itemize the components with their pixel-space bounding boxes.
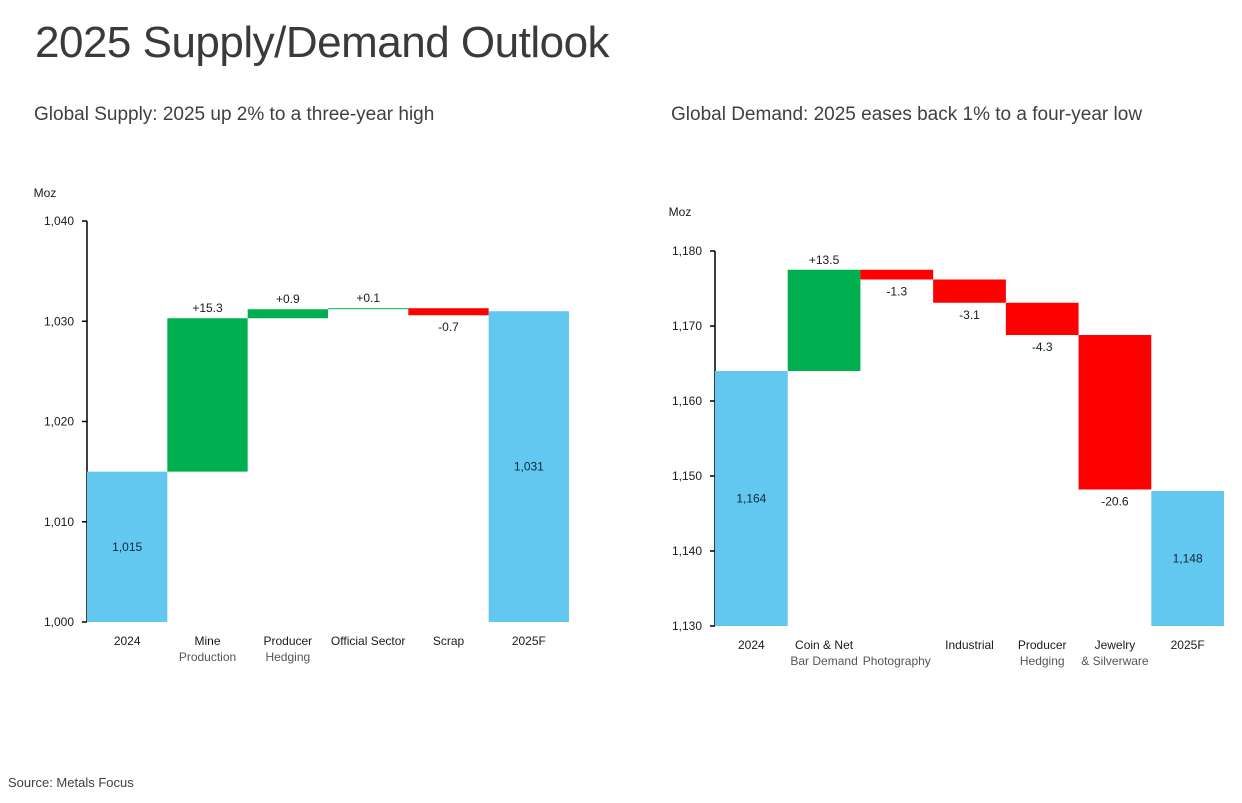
demand-data-label: 1,164 — [736, 492, 766, 506]
supply-category-label: Scrap — [433, 634, 465, 648]
demand-data-label: -1.3 — [886, 285, 907, 299]
supply-data-label: 1,015 — [112, 540, 142, 554]
demand-category-label: Industrial — [945, 638, 994, 652]
supply-y-tick-label: 1,020 — [44, 415, 74, 429]
supply-category-label: Production — [179, 650, 236, 664]
demand-bar-1 — [787, 269, 861, 371]
supply-bar-5 — [488, 311, 569, 622]
supply-data-label: +0.9 — [276, 292, 300, 306]
supply-bar-4 — [408, 308, 489, 316]
supply-bar-2 — [247, 309, 328, 319]
demand-category-label: Photography — [863, 654, 931, 668]
demand-category-label: Bar Demand — [790, 654, 857, 668]
demand-bar-5 — [1078, 335, 1152, 490]
demand-category-label: Hedging — [1020, 654, 1065, 668]
supply-category-label: Official Sector — [331, 634, 405, 648]
supply-data-label: -0.7 — [438, 320, 459, 334]
demand-category-label: 2025F — [1171, 638, 1205, 652]
supply-bar-3 — [328, 308, 409, 310]
demand-y-axis-unit: Moz — [669, 205, 692, 219]
demand-y-tick-label: 1,160 — [672, 394, 702, 408]
demand-data-label: -3.1 — [959, 308, 980, 322]
demand-category-label: Coin & Net — [795, 638, 854, 652]
demand-data-label: 1,148 — [1173, 552, 1203, 566]
demand-data-label: -20.6 — [1101, 495, 1129, 509]
demand-y-tick-label: 1,170 — [672, 319, 702, 333]
demand-y-tick-label: 1,130 — [672, 619, 702, 633]
supply-category-label: Producer — [263, 634, 312, 648]
supply-category-label: 2024 — [114, 634, 141, 648]
supply-category-label: Mine — [194, 634, 220, 648]
supply-chart-title: Global Supply: 2025 up 2% to a three-yea… — [34, 104, 435, 125]
demand-bar-4 — [1005, 302, 1079, 335]
demand-category-label: 2024 — [738, 638, 765, 652]
supply-y-tick-label: 1,040 — [44, 214, 74, 228]
supply-y-tick-label: 1,030 — [44, 314, 74, 328]
demand-category-label: & Silverware — [1081, 654, 1149, 668]
demand-y-tick-label: 1,150 — [672, 469, 702, 483]
demand-bar-3 — [933, 279, 1006, 303]
supply-bar-1 — [167, 318, 248, 472]
demand-data-label: -4.3 — [1032, 340, 1053, 354]
page-title: 2025 Supply/Demand Outlook — [35, 18, 610, 67]
supply-bar-0 — [87, 471, 168, 622]
supply-category-label: Hedging — [265, 650, 310, 664]
supply-y-tick-label: 1,010 — [44, 515, 74, 529]
demand-bar-2 — [860, 269, 934, 280]
supply-data-label: +15.3 — [192, 301, 223, 315]
supply-category-label: 2025F — [512, 634, 546, 648]
supply-y-axis-unit: Moz — [34, 186, 57, 200]
demand-chart-title: Global Demand: 2025 eases back 1% to a f… — [671, 104, 1143, 125]
demand-y-tick-label: 1,180 — [672, 244, 702, 258]
demand-category-label: Producer — [1018, 638, 1067, 652]
demand-y-tick-label: 1,140 — [672, 544, 702, 558]
demand-bar-0 — [715, 371, 788, 626]
source-note: Source: Metals Focus — [8, 775, 134, 790]
demand-bar-6 — [1151, 491, 1224, 626]
demand-category-label: Jewelry — [1095, 638, 1136, 652]
demand-data-label: +13.5 — [809, 253, 840, 267]
supply-data-label: 1,031 — [514, 460, 544, 474]
supply-data-label: +0.1 — [356, 291, 380, 305]
supply-y-tick-label: 1,000 — [44, 615, 74, 629]
